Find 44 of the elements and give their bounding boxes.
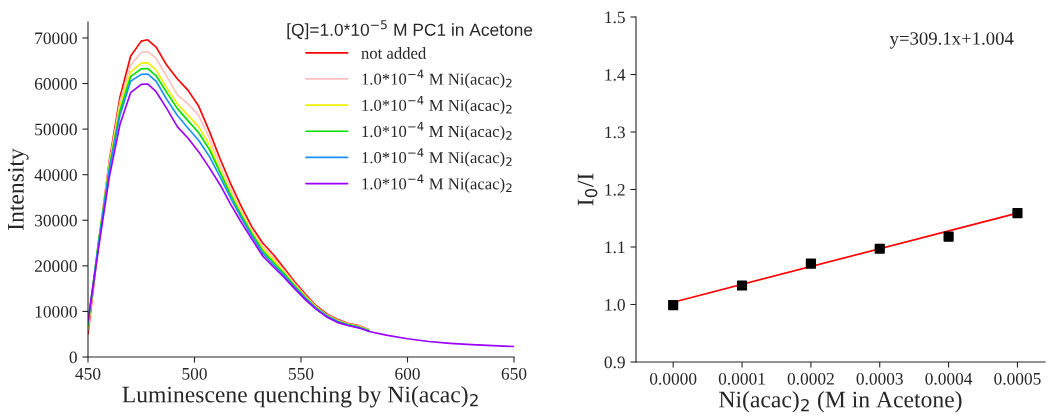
y-tick-label: 50000 — [35, 123, 77, 136]
point — [736, 280, 748, 291]
x-axis-title: Ni(acac)$_{2}$ (M in Acetone) — [719, 390, 962, 413]
x-tick-label: 0.0002 — [787, 372, 834, 385]
legend-label: 1.0*10$^{−4}$ M Ni(acac)$_{2}$ — [362, 174, 512, 193]
y-tick-label: 60000 — [34, 78, 77, 90]
y-tick-label: 1.2 — [605, 184, 625, 196]
legend-label: 1.0*10$^{−4}$ M Ni(acac)$_{2}$ — [362, 148, 512, 167]
x-tick-label: 650 — [501, 367, 527, 380]
y-tick-label: 1.0 — [605, 298, 625, 311]
y-axis-title: Intensity — [7, 148, 29, 230]
y-tick-label: 1.4 — [605, 69, 626, 81]
y-tick-label: 40000 — [34, 169, 77, 181]
legend-label: 1.0*10$^{−4}$ M Ni(acac)$_{2}$ — [362, 122, 512, 141]
x-tick-label: 0.0003 — [856, 372, 903, 385]
legend-title: [Q]=1.0*10$^{−5}$ M PC1 in Acetone — [287, 20, 533, 40]
x-tick-label: 550 — [288, 367, 314, 380]
point — [805, 258, 816, 269]
point — [668, 299, 679, 311]
legend-label: 1.0*10$^{−4}$ M Ni(acac)$_{2}$ — [362, 69, 512, 89]
y-tick-label: 30000 — [35, 214, 77, 227]
y-tick-label: 0 — [69, 351, 77, 364]
annotation: y=309.1x+1.004 — [889, 32, 1014, 49]
x-tick-label: 0.0005 — [994, 372, 1041, 385]
y-axis-title: I$_{0}$/I — [577, 173, 598, 206]
point — [1012, 207, 1023, 219]
x-tick-label: 0.0004 — [925, 372, 973, 385]
y-tick-label: 70000 — [35, 32, 77, 45]
y-tick-label: 1.1 — [605, 241, 625, 254]
y-tick-label: 20000 — [34, 260, 77, 273]
x-tick-label: 0.0000 — [649, 372, 697, 385]
y-tick-label: 1.3 — [605, 126, 625, 139]
x-tick-label: 500 — [182, 367, 207, 380]
y-tick-label: 10000 — [35, 305, 77, 318]
y-tick-label: 1.5 — [605, 11, 625, 24]
point — [874, 243, 885, 254]
x-tick-label: 0.0001 — [718, 372, 765, 385]
point — [943, 231, 954, 242]
y-tick-label: 0.9 — [604, 356, 625, 369]
x-tick-label: 600 — [395, 367, 420, 380]
legend-label: not added — [361, 47, 427, 59]
x-axis-title: Luminescene quenching by Ni(acac)$_{2}$ — [122, 385, 478, 408]
x-tick-label: 450 — [75, 367, 101, 380]
legend-label: 1.0*10$^{−4}$ M Ni(acac)$_{2}$ — [362, 95, 512, 115]
